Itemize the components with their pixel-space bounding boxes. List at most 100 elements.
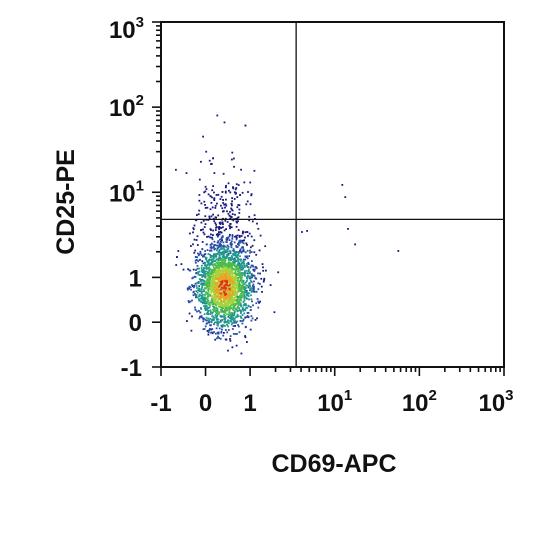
event-point	[236, 274, 239, 276]
event-point	[219, 337, 222, 340]
event-point	[204, 204, 206, 206]
event-point	[240, 264, 243, 266]
event-point	[239, 272, 242, 275]
event-point	[237, 289, 240, 291]
event-point	[249, 285, 252, 288]
event-point	[220, 195, 223, 198]
event-point	[245, 316, 248, 318]
event-point	[205, 188, 208, 190]
event-point	[211, 328, 214, 330]
event-point	[196, 310, 198, 313]
event-point	[216, 252, 219, 255]
event-point	[208, 280, 211, 283]
event-point	[218, 233, 221, 236]
event-point	[227, 257, 230, 259]
event-point	[247, 275, 249, 277]
event-point	[233, 265, 236, 267]
event-point	[218, 312, 220, 315]
event-point	[239, 275, 242, 278]
event-point	[211, 297, 213, 300]
event-point	[225, 282, 228, 285]
event-point	[259, 272, 261, 275]
event-point	[244, 316, 247, 319]
event-point	[239, 248, 242, 251]
event-point	[228, 274, 230, 277]
event-point	[194, 293, 197, 296]
event-point	[190, 288, 192, 291]
event-point	[209, 317, 212, 320]
event-point	[201, 248, 204, 251]
event-point	[222, 325, 225, 327]
event-point	[250, 235, 253, 238]
event-point	[216, 274, 219, 277]
event-point	[203, 302, 205, 304]
event-point	[221, 253, 224, 255]
event-point	[242, 318, 245, 321]
event-point	[219, 315, 222, 317]
event-point	[229, 302, 232, 305]
event-point	[229, 252, 232, 255]
event-point	[231, 258, 234, 260]
event-point	[231, 158, 233, 161]
event-point	[245, 242, 248, 245]
event-point	[228, 239, 231, 241]
event-point	[224, 191, 227, 194]
event-point	[223, 291, 226, 294]
event-point	[249, 181, 252, 184]
event-point	[217, 332, 219, 335]
event-point	[244, 271, 246, 274]
event-point	[214, 314, 217, 316]
event-point	[208, 215, 211, 218]
event-point	[235, 266, 237, 269]
event-point	[224, 190, 227, 193]
event-point	[231, 288, 234, 290]
event-point	[224, 203, 227, 205]
event-point	[218, 305, 220, 308]
event-point	[251, 220, 254, 223]
event-point	[228, 273, 230, 275]
event-point	[230, 280, 233, 283]
event-point	[211, 319, 213, 321]
event-point	[231, 237, 234, 240]
event-point	[251, 276, 254, 279]
event-point	[192, 228, 195, 231]
event-point	[230, 208, 233, 211]
event-point	[206, 278, 209, 281]
event-point	[236, 307, 238, 310]
event-point	[221, 281, 224, 284]
event-point	[214, 321, 216, 324]
event-point	[209, 244, 212, 246]
event-point	[221, 288, 223, 291]
event-point	[224, 270, 227, 273]
y-tick-label: -1	[121, 355, 142, 382]
event-point	[233, 280, 236, 282]
event-point	[225, 272, 228, 275]
event-point	[234, 261, 236, 264]
event-point	[202, 274, 204, 277]
event-point	[211, 287, 213, 290]
event-point	[224, 280, 227, 283]
event-point	[208, 319, 210, 322]
event-point	[238, 304, 240, 306]
event-point	[257, 272, 259, 275]
event-point	[205, 302, 208, 305]
event-point	[219, 292, 222, 295]
event-point	[213, 260, 216, 262]
event-point	[222, 265, 224, 268]
event-point	[240, 290, 242, 292]
event-point	[210, 328, 212, 331]
event-point	[218, 337, 220, 339]
event-point	[230, 288, 233, 291]
event-point	[232, 317, 235, 319]
event-point	[203, 253, 206, 256]
event-point	[241, 265, 244, 268]
event-point	[226, 221, 229, 223]
event-point	[249, 277, 252, 279]
event-point	[222, 250, 225, 253]
event-point	[220, 331, 223, 334]
event-point	[225, 198, 227, 201]
event-point	[229, 241, 232, 244]
event-point	[226, 272, 229, 275]
event-point	[186, 320, 188, 322]
event-point	[231, 249, 234, 252]
